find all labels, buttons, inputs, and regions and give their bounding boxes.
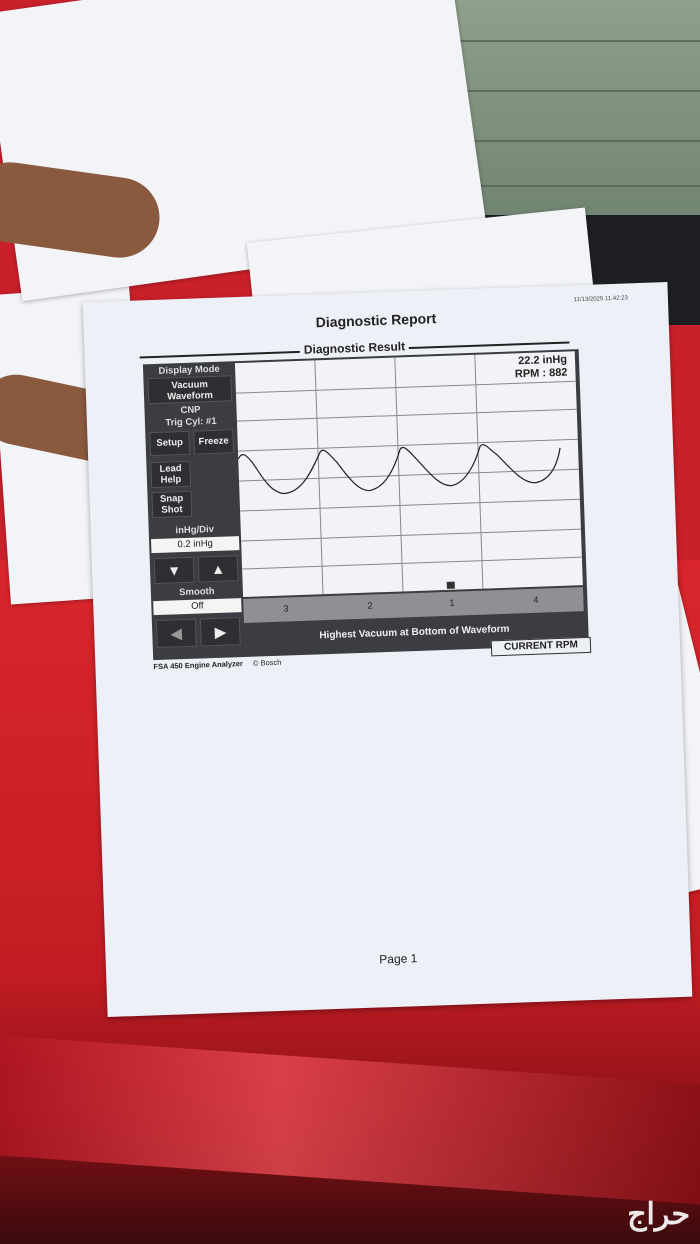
analyzer-screen: Display Mode Vacuum Waveform CNP Trig Cyl… — [142, 349, 589, 661]
diagnostic-report-page: 11/13/2025 11:42:23 Diagnostic Report Di… — [82, 282, 693, 1017]
cylinder-label: 3 — [283, 603, 289, 614]
page-number: Page 1 — [379, 951, 418, 967]
grid — [235, 354, 582, 595]
waveform-trace — [237, 444, 561, 495]
vacuum-waveform-graph: 22.2 inHg RPM : 882 — [234, 351, 583, 598]
snap-shot-button[interactable]: Snap Shot — [151, 490, 193, 519]
scale-down-button[interactable]: ▼ — [153, 556, 195, 585]
cylinder-label: 1 — [449, 597, 455, 608]
readout: 22.2 inHg RPM : 882 — [514, 353, 568, 381]
cylinder-label: 4 — [533, 594, 539, 605]
trigger-marker — [446, 581, 455, 589]
current-rpm-button[interactable]: CURRENT RPM — [490, 636, 592, 657]
lead-help-button[interactable]: Lead Help — [150, 460, 192, 489]
waveform-svg — [235, 354, 582, 595]
mode-button[interactable]: Vacuum Waveform — [147, 375, 233, 405]
smooth-label: Smooth — [179, 586, 215, 599]
control-panel: Display Mode Vacuum Waveform CNP Trig Cyl… — [145, 363, 243, 656]
setup-button[interactable]: Setup — [149, 430, 191, 457]
smooth-value: Off — [153, 598, 242, 616]
scale-value: 0.2 inHg — [151, 536, 240, 554]
report-title: Diagnostic Report — [315, 310, 437, 331]
scale-up-button[interactable]: ▲ — [197, 555, 239, 583]
haraj-watermark-logo: حراج — [627, 1198, 690, 1231]
scale-label: inHg/Div — [175, 523, 215, 537]
freeze-button[interactable]: Freeze — [193, 429, 235, 455]
next-button[interactable]: ▶ — [199, 617, 241, 647]
cylinder-label: 2 — [367, 600, 373, 611]
trig-cyl-label: Trig Cyl: #1 — [165, 415, 217, 429]
report-timestamp: 11/13/2025 11:42:23 — [573, 295, 628, 304]
report-footer: FSA 450 Engine Analyzer © Bosch — [153, 657, 282, 672]
previous-button[interactable]: ◀ — [155, 618, 197, 649]
